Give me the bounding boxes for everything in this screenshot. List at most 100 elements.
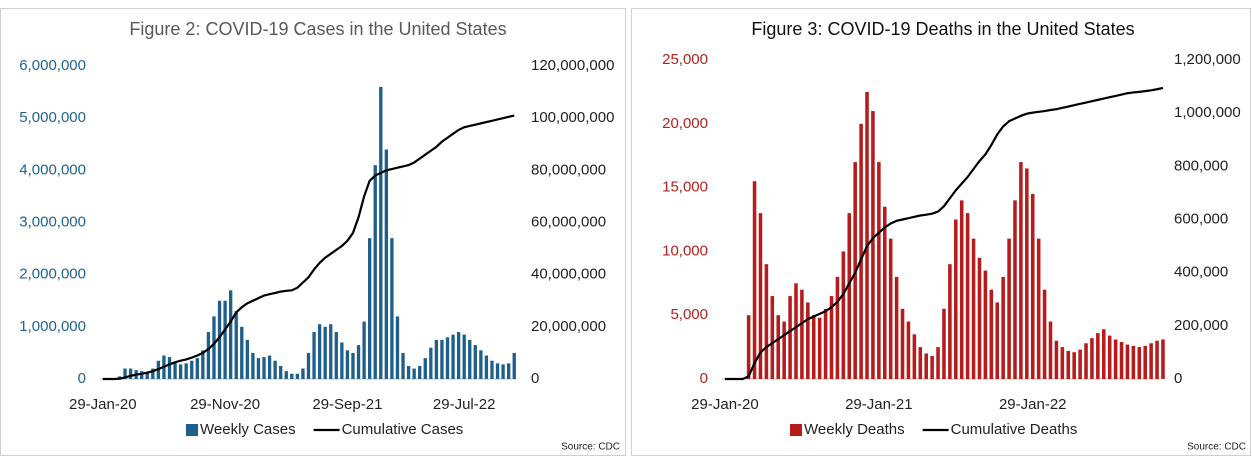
y2-tick-label: 800,000 xyxy=(1174,157,1228,174)
y2-tick-label: 100,000,000 xyxy=(531,109,614,126)
y-tick-label: 20,000 xyxy=(662,115,708,132)
bar xyxy=(228,290,233,379)
bar xyxy=(284,371,288,379)
bar xyxy=(918,347,923,379)
bar xyxy=(123,368,127,379)
bar xyxy=(256,358,261,379)
legend-swatch xyxy=(186,424,198,436)
legend-label: Weekly Cases xyxy=(200,421,296,438)
bar xyxy=(1072,352,1076,379)
bar xyxy=(490,360,494,379)
bar xyxy=(800,289,804,379)
bar xyxy=(806,302,810,379)
bar xyxy=(145,371,149,379)
bar xyxy=(367,238,372,379)
bar xyxy=(1078,349,1082,379)
y-tick-label: 15,000 xyxy=(662,179,708,196)
y2-tick-label: 1,000,000 xyxy=(1174,104,1241,121)
bar xyxy=(1161,339,1165,379)
chart-title: Figure 2: COVID-19 Cases in the United S… xyxy=(129,19,506,39)
bar xyxy=(440,339,444,379)
bar xyxy=(782,321,786,379)
bar xyxy=(1149,343,1153,379)
bar xyxy=(345,350,350,379)
bar xyxy=(451,334,455,379)
y-tick-label: 0 xyxy=(78,370,86,387)
bar xyxy=(900,308,905,379)
bar xyxy=(190,360,194,379)
bar xyxy=(1155,340,1159,379)
bar xyxy=(462,334,466,379)
bar xyxy=(429,347,433,379)
y-tick-label: 3,000,000 xyxy=(19,213,86,230)
bar xyxy=(758,213,763,379)
bar xyxy=(245,339,250,379)
bar xyxy=(329,324,333,379)
bar xyxy=(770,296,775,379)
bar xyxy=(495,363,500,379)
y-tick-label: 0 xyxy=(700,370,708,387)
bar xyxy=(1137,347,1142,379)
y2-tick-label: 200,000 xyxy=(1174,317,1228,334)
bar xyxy=(1042,289,1047,379)
y2-tick-label: 60,000,000 xyxy=(531,213,606,230)
bar xyxy=(1036,238,1041,379)
bar xyxy=(423,358,427,379)
y-tick-label: 4,000,000 xyxy=(19,161,86,178)
bar xyxy=(746,315,751,379)
bar xyxy=(184,363,188,379)
bar xyxy=(206,332,211,379)
bar xyxy=(888,238,893,379)
y-tick-label: 5,000 xyxy=(670,306,708,323)
bar xyxy=(468,339,472,379)
bar xyxy=(1001,276,1005,379)
y2-tick-label: 600,000 xyxy=(1174,210,1228,227)
bar xyxy=(201,350,205,379)
bar xyxy=(835,276,840,379)
bar xyxy=(1054,340,1059,379)
bar xyxy=(823,308,828,379)
bar xyxy=(251,352,255,379)
bar xyxy=(942,308,946,379)
bar xyxy=(794,283,798,379)
bar xyxy=(173,361,177,379)
bar xyxy=(356,345,361,379)
source-note: Source: CDC xyxy=(1187,442,1246,453)
bar xyxy=(401,352,405,379)
y-tick-label: 5,000,000 xyxy=(19,109,86,126)
bar xyxy=(788,296,792,379)
bar xyxy=(178,364,183,379)
bar xyxy=(948,264,952,379)
bar xyxy=(301,368,305,379)
bar xyxy=(217,300,222,379)
y2-tick-label: 40,000,000 xyxy=(531,266,606,283)
bar xyxy=(234,311,238,379)
bar xyxy=(1107,335,1112,379)
bar xyxy=(418,365,422,379)
y2-tick-label: 400,000 xyxy=(1174,264,1228,281)
bar xyxy=(995,302,1000,379)
bar xyxy=(894,276,899,379)
y-tick-label: 10,000 xyxy=(662,242,708,259)
bar xyxy=(151,368,155,379)
chart-title: Figure 3: COVID-19 Deaths in the United … xyxy=(751,19,1134,39)
bar xyxy=(1084,343,1088,379)
bar xyxy=(871,111,875,379)
bar xyxy=(1096,333,1100,379)
bar xyxy=(128,368,133,379)
bar xyxy=(954,219,958,379)
bar xyxy=(965,213,970,379)
bar xyxy=(373,165,377,379)
bar xyxy=(764,264,769,379)
bar xyxy=(1048,321,1053,379)
bar xyxy=(906,321,911,379)
bar xyxy=(859,123,863,379)
bar xyxy=(989,289,994,379)
bar xyxy=(384,149,389,379)
bar xyxy=(195,358,199,379)
bar xyxy=(379,86,383,379)
x-tick-label: 29-Sep-21 xyxy=(312,396,382,413)
bar xyxy=(865,91,869,380)
bar xyxy=(959,200,964,379)
